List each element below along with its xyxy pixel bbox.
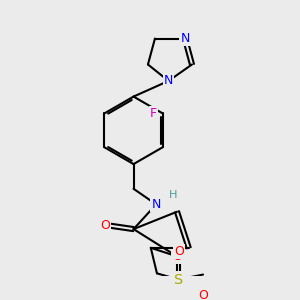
Text: O: O (100, 219, 110, 232)
Text: O: O (198, 290, 208, 300)
Text: S: S (174, 272, 183, 286)
Text: O: O (174, 245, 184, 258)
Text: H: H (169, 190, 178, 200)
Text: N: N (164, 74, 173, 87)
Text: N: N (152, 198, 161, 211)
Text: O: O (172, 250, 182, 263)
Text: F: F (150, 107, 157, 120)
Text: N: N (180, 32, 190, 45)
